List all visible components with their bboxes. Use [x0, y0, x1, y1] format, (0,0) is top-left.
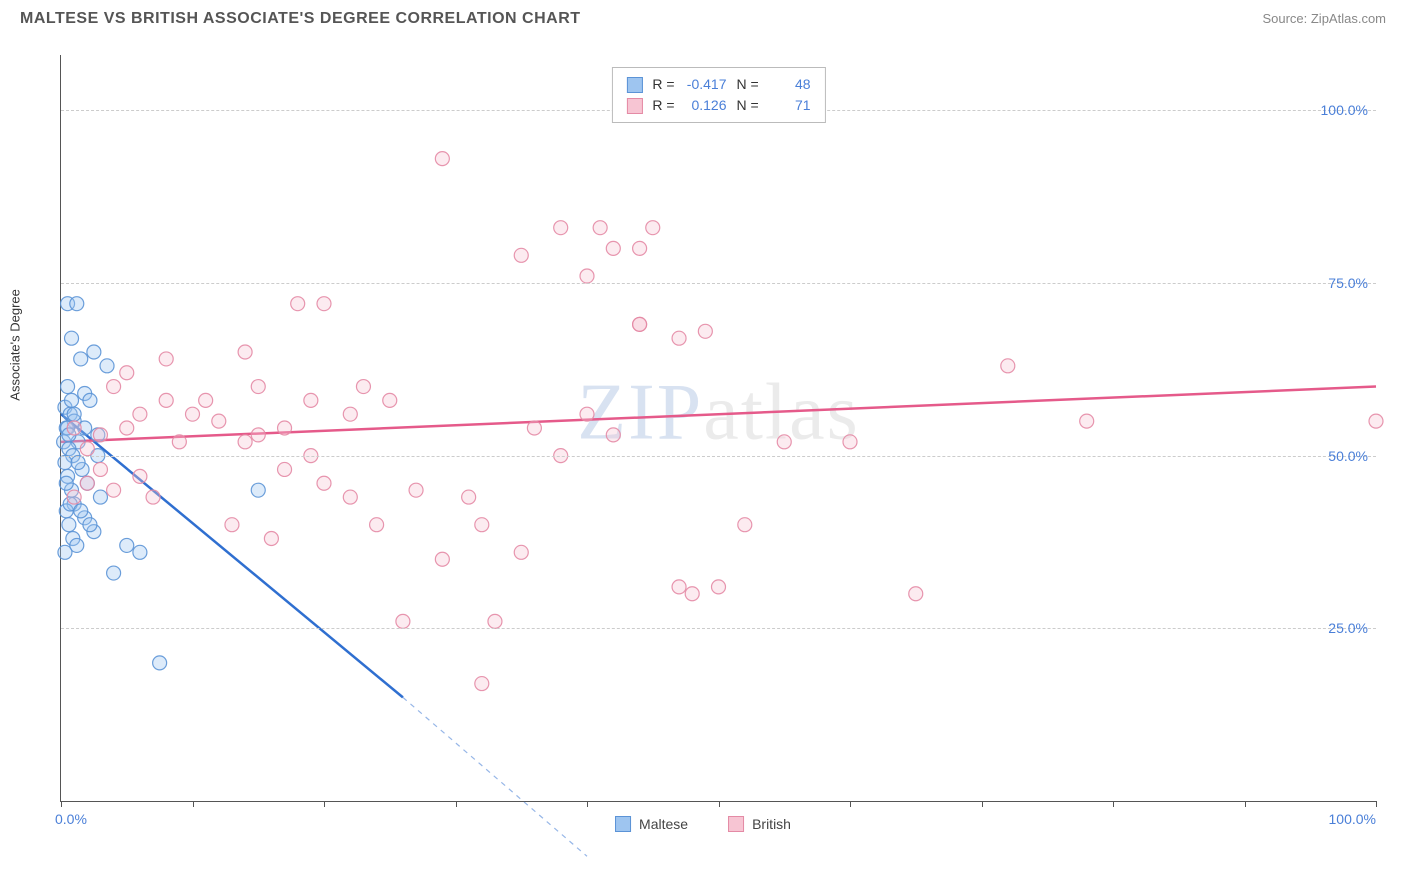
series-legend: Maltese British: [615, 816, 791, 832]
legend-row-maltese: R = -0.417 N = 48: [626, 74, 810, 95]
x-axis-end-label: 100.0%: [1329, 811, 1376, 827]
swatch-maltese: [626, 77, 642, 93]
source-label: Source: ZipAtlas.com: [1262, 11, 1386, 26]
plot-region: ZIPatlas R = -0.417 N = 48 R = 0.126 N =…: [60, 55, 1376, 802]
legend-item-maltese: Maltese: [615, 816, 688, 832]
legend-row-british: R = 0.126 N = 71: [626, 95, 810, 116]
swatch-british: [626, 98, 642, 114]
swatch-british-icon: [728, 816, 744, 832]
y-tick-label: 100.0%: [1321, 102, 1368, 118]
y-axis-label: Associate's Degree: [8, 289, 23, 401]
chart-area: Associate's Degree ZIPatlas R = -0.417 N…: [20, 45, 1386, 852]
y-tick-label: 75.0%: [1328, 275, 1368, 291]
chart-title: MALTESE VS BRITISH ASSOCIATE'S DEGREE CO…: [20, 10, 581, 28]
correlation-legend: R = -0.417 N = 48 R = 0.126 N = 71: [611, 67, 825, 123]
y-tick-label: 50.0%: [1328, 448, 1368, 464]
y-tick-label: 25.0%: [1328, 620, 1368, 636]
x-axis-start-label: 0.0%: [55, 811, 87, 827]
scatter-svg: [61, 55, 1376, 801]
swatch-maltese-icon: [615, 816, 631, 832]
legend-item-british: British: [728, 816, 791, 832]
